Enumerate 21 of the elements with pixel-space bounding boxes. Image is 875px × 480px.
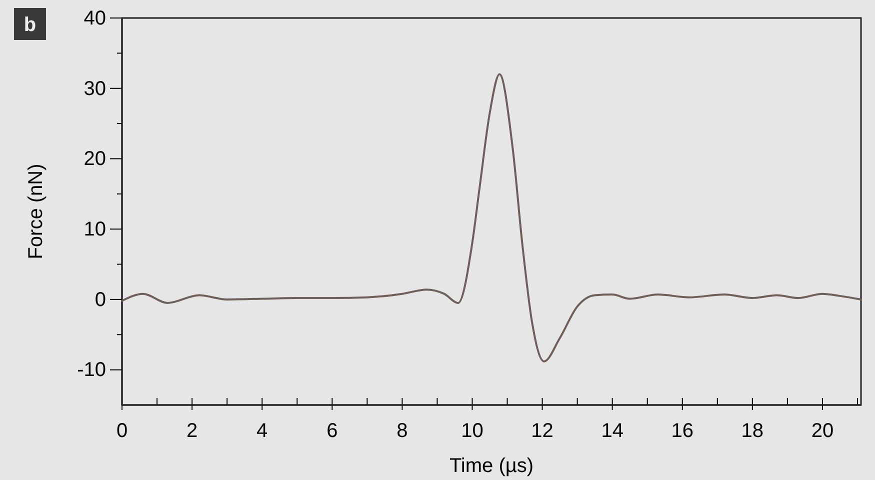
y-tick-label: 40 [84,7,106,30]
x-tick-label: 14 [601,420,624,442]
y-tick-label: 20 [84,148,106,170]
x-tick-label: 16 [671,420,694,442]
x-tick-label: 18 [741,420,764,442]
x-tick-label: 2 [186,420,198,442]
x-axis-title: Time (µs) [449,455,534,477]
x-tick-label: 10 [461,420,484,442]
line-series [121,73,862,362]
x-tick-label: 20 [811,420,834,442]
x-tick-label: 8 [396,420,408,442]
x-tick-label: 12 [531,420,554,442]
y-tick-label: 10 [84,218,106,240]
y-axis-title: Force (nN) [25,164,47,260]
x-tick-label: 0 [116,420,128,442]
y-tick-label: 0 [94,288,106,311]
text: b [24,14,36,36]
y-tick-label: -10 [77,359,106,382]
y-tick-label: 30 [84,78,106,100]
x-tick-label: 4 [256,420,268,442]
x-tick-label: 6 [326,420,338,442]
